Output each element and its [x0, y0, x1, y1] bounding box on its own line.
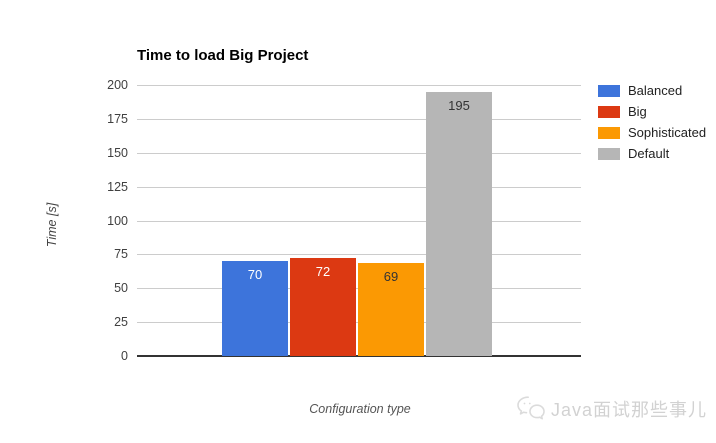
- y-tick-label: 25: [114, 315, 128, 329]
- bar-default: [426, 92, 492, 356]
- bar-value-label: 69: [383, 269, 399, 284]
- gridline: [137, 85, 581, 86]
- x-axis-title: Configuration type: [309, 402, 411, 416]
- bar-value-label: 70: [247, 267, 263, 282]
- y-axis-title: Time [s]: [45, 202, 59, 248]
- y-tick-label: 50: [114, 281, 128, 295]
- y-tick-label: 0: [121, 349, 128, 363]
- y-tick-label: 175: [107, 112, 128, 126]
- bar-sophisticated: [358, 263, 424, 356]
- y-tick-label: 200: [107, 78, 128, 92]
- bar-value-label: 195: [448, 98, 470, 113]
- legend-label: Big: [628, 104, 647, 119]
- bar-balanced: [222, 261, 288, 356]
- watermark-text: Java面试那些事儿: [551, 399, 708, 420]
- y-tick-label: 125: [107, 180, 128, 194]
- x-axis-baseline: [137, 355, 581, 357]
- gridline: [137, 119, 581, 120]
- gridline: [137, 221, 581, 222]
- y-tick-label: 150: [107, 146, 128, 160]
- legend-swatch: [598, 106, 620, 118]
- bar-big: [290, 258, 356, 356]
- legend-swatch: [598, 148, 620, 160]
- gridline: [137, 254, 581, 255]
- y-tick-label: 75: [114, 247, 128, 261]
- chart-title: Time to load Big Project: [137, 47, 309, 64]
- watermark: Java面试那些事儿: [516, 395, 707, 422]
- legend-label: Sophisticated: [628, 125, 707, 140]
- y-tick-label: 100: [107, 214, 128, 228]
- legend-label: Default: [628, 146, 670, 161]
- legend-label: Balanced: [628, 83, 683, 98]
- legend-swatch: [598, 127, 620, 139]
- wechat-icon: [517, 396, 545, 420]
- bar-value-label: 72: [315, 264, 331, 279]
- gridline: [137, 153, 581, 154]
- gridline: [137, 187, 581, 188]
- legend-swatch: [598, 85, 620, 97]
